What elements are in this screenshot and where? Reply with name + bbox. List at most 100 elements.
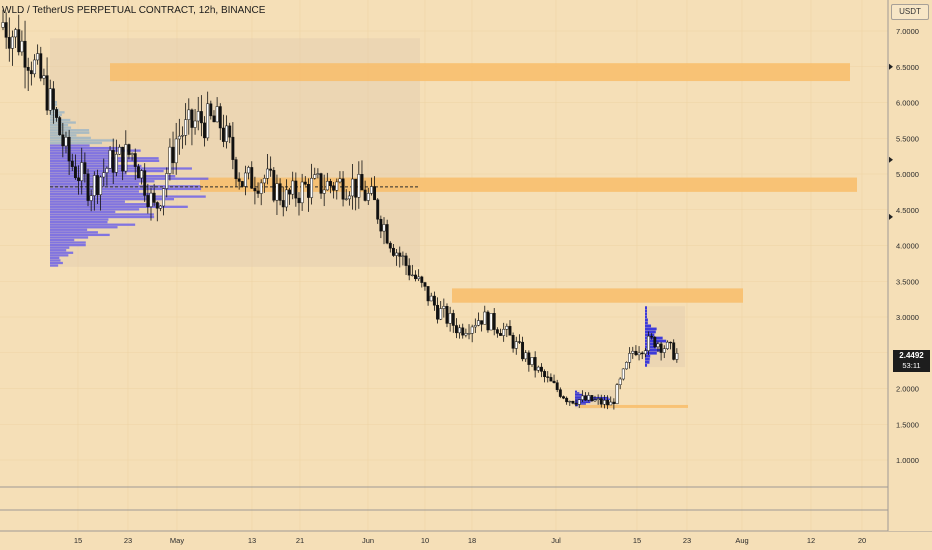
x-tick-label: 13 (248, 536, 256, 545)
candle-body (61, 134, 65, 147)
candle-body (410, 274, 414, 277)
candle-body (568, 400, 572, 403)
candle-body (458, 327, 462, 334)
candle-body (480, 320, 484, 325)
candle-body (558, 389, 562, 397)
candle-body (351, 178, 354, 197)
x-tick-label: Jun (362, 536, 374, 545)
y-tick-label: 3.5000 (896, 277, 919, 286)
last-price-tag: 2.4492 53:11 (893, 350, 930, 372)
volume-profile-bar-left (50, 157, 159, 160)
candle-body (360, 174, 364, 191)
volume-profile-bar-left (50, 218, 109, 221)
x-tick-label: 15 (633, 536, 641, 545)
candle-body (593, 399, 597, 402)
candle-body (511, 335, 515, 349)
volume-profile-bar-bottom (575, 390, 577, 393)
candle-body (133, 153, 137, 167)
candle-body (118, 146, 121, 155)
bar-countdown-label: 53:11 (902, 361, 921, 370)
volume-profile-bar-left (50, 215, 155, 219)
candle-body (99, 176, 103, 195)
volume-profile-bar-left (50, 238, 75, 242)
price-axis-panel[interactable] (888, 0, 932, 531)
volume-profile-bar-left (50, 251, 74, 254)
volume-profile-bar-left (50, 226, 118, 229)
candle-body (114, 153, 118, 173)
candle-body (136, 166, 140, 179)
x-tick-label: 23 (683, 536, 691, 545)
candle-body (143, 170, 147, 196)
candle-body (70, 160, 74, 167)
y-tick-label: 5.5000 (896, 134, 919, 143)
candle-body (105, 168, 109, 173)
candle-body (546, 376, 550, 378)
currency-unit-badge[interactable]: USDT (891, 4, 929, 20)
volume-profile-bar-right (645, 354, 651, 358)
candle-body (625, 362, 628, 370)
volume-profile-bar-bottom (575, 392, 580, 394)
candle-body (259, 182, 263, 194)
candle-body (495, 329, 499, 334)
candle-body (269, 168, 273, 171)
candle-body (489, 313, 493, 331)
candle-body (272, 170, 276, 201)
volume-profile-bar-bottom (575, 393, 583, 396)
candle-body (524, 352, 528, 360)
candle-body (637, 352, 641, 356)
y-tick-label: 7.0000 (896, 27, 919, 36)
candle-body (530, 357, 534, 365)
candle-body (237, 178, 241, 182)
volume-profile-bar-left (50, 233, 110, 237)
candle-body (369, 186, 373, 194)
candle-body (508, 326, 512, 336)
candle-body (247, 167, 251, 174)
x-tick-label: Jul (551, 536, 561, 545)
candle-body (533, 357, 537, 371)
volume-profile-bar-bottom (575, 401, 591, 404)
candle-body (388, 242, 392, 249)
volume-profile-bar-right (645, 321, 648, 325)
candle-body (436, 304, 439, 320)
candle-body (599, 398, 603, 405)
volume-profile-bar-left (50, 149, 141, 152)
candle-body (165, 173, 169, 189)
candle-body (420, 276, 424, 283)
candle-body (571, 400, 575, 404)
candle-body (127, 144, 131, 155)
candle-body (36, 53, 40, 61)
volume-profile-bar-left (50, 139, 115, 142)
candle-body (606, 400, 610, 406)
y-tick-label: 3.0000 (896, 313, 919, 322)
candle-body (344, 198, 348, 200)
candle-body (58, 117, 62, 136)
candle-body (262, 178, 266, 184)
candle-body (221, 127, 225, 142)
volume-profile-bar-right (645, 364, 648, 367)
candle-body (414, 274, 417, 280)
x-tick-label: 18 (468, 536, 476, 545)
volume-profile-bar-left (50, 187, 202, 191)
candle-body (596, 398, 600, 400)
volume-profile-bar-right (645, 360, 650, 364)
volume-profile-bar-left (50, 228, 88, 231)
volume-profile-bar-bottom (575, 400, 593, 402)
volume-profile-bar-right (645, 351, 657, 355)
candle-body (253, 188, 257, 192)
candle-body (140, 170, 143, 179)
candle-body (448, 313, 452, 324)
volume-profile-bar-left (50, 246, 70, 249)
candle-body (14, 29, 18, 38)
price-zone (110, 63, 850, 82)
candle-body (111, 150, 115, 173)
x-tick-label: 20 (858, 536, 866, 545)
volume-profile-bar-right (645, 333, 655, 337)
x-tick-label: Aug (735, 536, 748, 545)
candle-body (549, 377, 553, 382)
candle-body (536, 366, 540, 371)
candle-body (300, 181, 304, 204)
candle-body (395, 252, 399, 256)
volume-profile-bar-left (50, 200, 125, 203)
candle-body (306, 184, 310, 198)
